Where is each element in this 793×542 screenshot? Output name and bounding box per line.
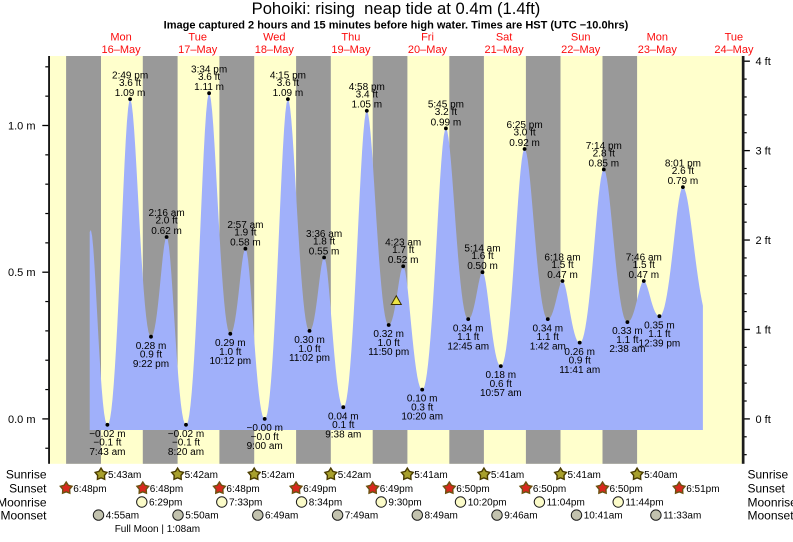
svg-text:11:44pm: 11:44pm [625,498,663,509]
svg-text:Mon: Mon [110,31,131,43]
svg-text:Tue: Tue [188,31,207,43]
svg-text:6:49pm: 6:49pm [303,484,336,495]
svg-text:Sat: Sat [496,31,513,43]
svg-text:0.0 m: 0.0 m [8,414,36,426]
svg-text:11:04pm: 11:04pm [547,498,585,509]
svg-text:1 ft: 1 ft [756,324,771,336]
svg-text:6:48pm: 6:48pm [226,484,259,495]
svg-text:23–May: 23–May [638,44,678,56]
svg-text:5:41am: 5:41am [568,470,601,481]
svg-text:Fri: Fri [421,31,434,43]
svg-text:0.47 m: 0.47 m [547,270,578,281]
svg-text:Sunrise: Sunrise [6,468,47,482]
svg-text:6:50pm: 6:50pm [610,484,643,495]
svg-text:0.92 m: 0.92 m [509,138,540,149]
svg-text:22–May: 22–May [561,44,601,56]
svg-text:17–May: 17–May [178,44,218,56]
svg-text:11:41 am: 11:41 am [559,365,600,376]
svg-text:5:40am: 5:40am [644,470,677,481]
svg-text:8:49am: 8:49am [425,511,458,522]
svg-text:11:02 pm: 11:02 pm [289,353,330,364]
svg-text:11:33am: 11:33am [663,511,701,522]
svg-text:21–May: 21–May [485,44,525,56]
svg-text:0.50 m: 0.50 m [467,261,498,272]
svg-text:7:49am: 7:49am [345,511,378,522]
svg-text:Sunset: Sunset [748,482,786,496]
svg-text:1.09 m: 1.09 m [273,88,304,99]
svg-text:5:41am: 5:41am [491,470,524,481]
svg-text:9:00 am: 9:00 am [247,441,283,452]
svg-text:5:42am: 5:42am [185,470,218,481]
svg-text:Sun: Sun [571,31,591,43]
svg-text:0.52 m: 0.52 m [388,255,419,266]
svg-text:9:30pm: 9:30pm [388,498,421,509]
svg-text:3 ft: 3 ft [756,146,771,158]
svg-text:2 ft: 2 ft [756,235,771,247]
svg-text:Sunrise: Sunrise [748,468,789,482]
svg-text:0 ft: 0 ft [756,414,771,426]
svg-text:20–May: 20–May [408,44,448,56]
svg-text:4:55am: 4:55am [106,511,139,522]
svg-text:0.58 m: 0.58 m [230,238,261,249]
svg-text:6:50pm: 6:50pm [533,484,566,495]
svg-text:6:50pm: 6:50pm [456,484,489,495]
svg-text:5:42am: 5:42am [261,470,294,481]
svg-text:1.05 m: 1.05 m [352,100,383,111]
svg-text:11:50 pm: 11:50 pm [368,347,409,358]
svg-text:10:41am: 10:41am [584,511,623,522]
svg-text:Tue: Tue [725,31,744,43]
svg-text:0.99 m: 0.99 m [431,117,462,128]
svg-text:0.55 m: 0.55 m [309,246,340,257]
svg-text:Pohoiki: rising neap tide at: Pohoiki: rising neap tide at 0.4m (1.4ft… [252,0,541,18]
svg-text:Mon: Mon [647,31,668,43]
svg-text:19–May: 19–May [331,44,371,56]
svg-text:9:46am: 9:46am [504,511,537,522]
svg-text:Moonrise: Moonrise [748,495,793,509]
svg-text:1.09 m: 1.09 m [115,88,146,99]
svg-text:6:29pm: 6:29pm [149,498,182,509]
svg-text:10:20pm: 10:20pm [468,498,507,509]
svg-text:16–May: 16–May [102,44,142,56]
svg-text:Moonrise: Moonrise [0,495,47,509]
svg-text:1.11 m: 1.11 m [194,82,224,93]
svg-text:18–May: 18–May [255,44,295,56]
svg-text:6:49am: 6:49am [265,511,298,522]
svg-text:12:39 pm: 12:39 pm [639,338,681,349]
svg-text:10:20 am: 10:20 am [401,412,443,423]
svg-text:0.79 m: 0.79 m [668,176,699,187]
svg-text:5:41am: 5:41am [414,470,447,481]
svg-text:0.5 m: 0.5 m [8,267,36,279]
svg-text:Sunset: Sunset [9,482,47,496]
svg-text:4 ft: 4 ft [756,56,771,68]
svg-text:Full Moon | 1:08am: Full Moon | 1:08am [115,524,200,535]
svg-text:6:49pm: 6:49pm [380,484,413,495]
svg-text:7:33pm: 7:33pm [229,498,262,509]
svg-text:6:48pm: 6:48pm [150,484,183,495]
svg-text:Wed: Wed [263,31,285,43]
svg-text:12:45 am: 12:45 am [447,341,489,352]
svg-text:9:38 am: 9:38 am [325,429,361,440]
svg-text:9:22 pm: 9:22 pm [133,359,169,370]
svg-text:8:20 am: 8:20 am [168,447,204,458]
svg-text:8:34pm: 8:34pm [309,498,342,509]
svg-text:0.47 m: 0.47 m [629,270,660,281]
svg-text:10:12 pm: 10:12 pm [209,356,251,367]
svg-text:0.62 m: 0.62 m [151,226,182,237]
svg-text:24–May: 24–May [714,44,754,56]
svg-text:5:42am: 5:42am [338,470,371,481]
svg-text:1.0 m: 1.0 m [8,120,36,132]
svg-text:Thu: Thu [341,31,360,43]
svg-text:Moonset: Moonset [0,508,47,522]
svg-text:10:57 am: 10:57 am [480,388,522,399]
svg-text:1:42 am: 1:42 am [530,341,566,352]
svg-text:6:48pm: 6:48pm [73,484,106,495]
svg-text:6:51pm: 6:51pm [686,484,719,495]
svg-text:Moonset: Moonset [748,508,793,522]
svg-text:5:50am: 5:50am [185,511,218,522]
svg-text:0.85 m: 0.85 m [589,158,620,169]
svg-text:7:43 am: 7:43 am [89,447,125,458]
svg-text:Image captured 2 hours and 15: Image captured 2 hours and 15 minutes be… [164,19,629,31]
svg-text:5:43am: 5:43am [108,470,141,481]
